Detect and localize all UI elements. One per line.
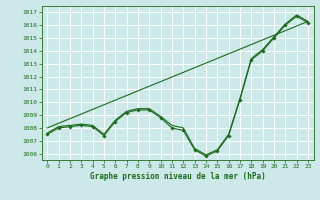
- X-axis label: Graphe pression niveau de la mer (hPa): Graphe pression niveau de la mer (hPa): [90, 172, 266, 181]
